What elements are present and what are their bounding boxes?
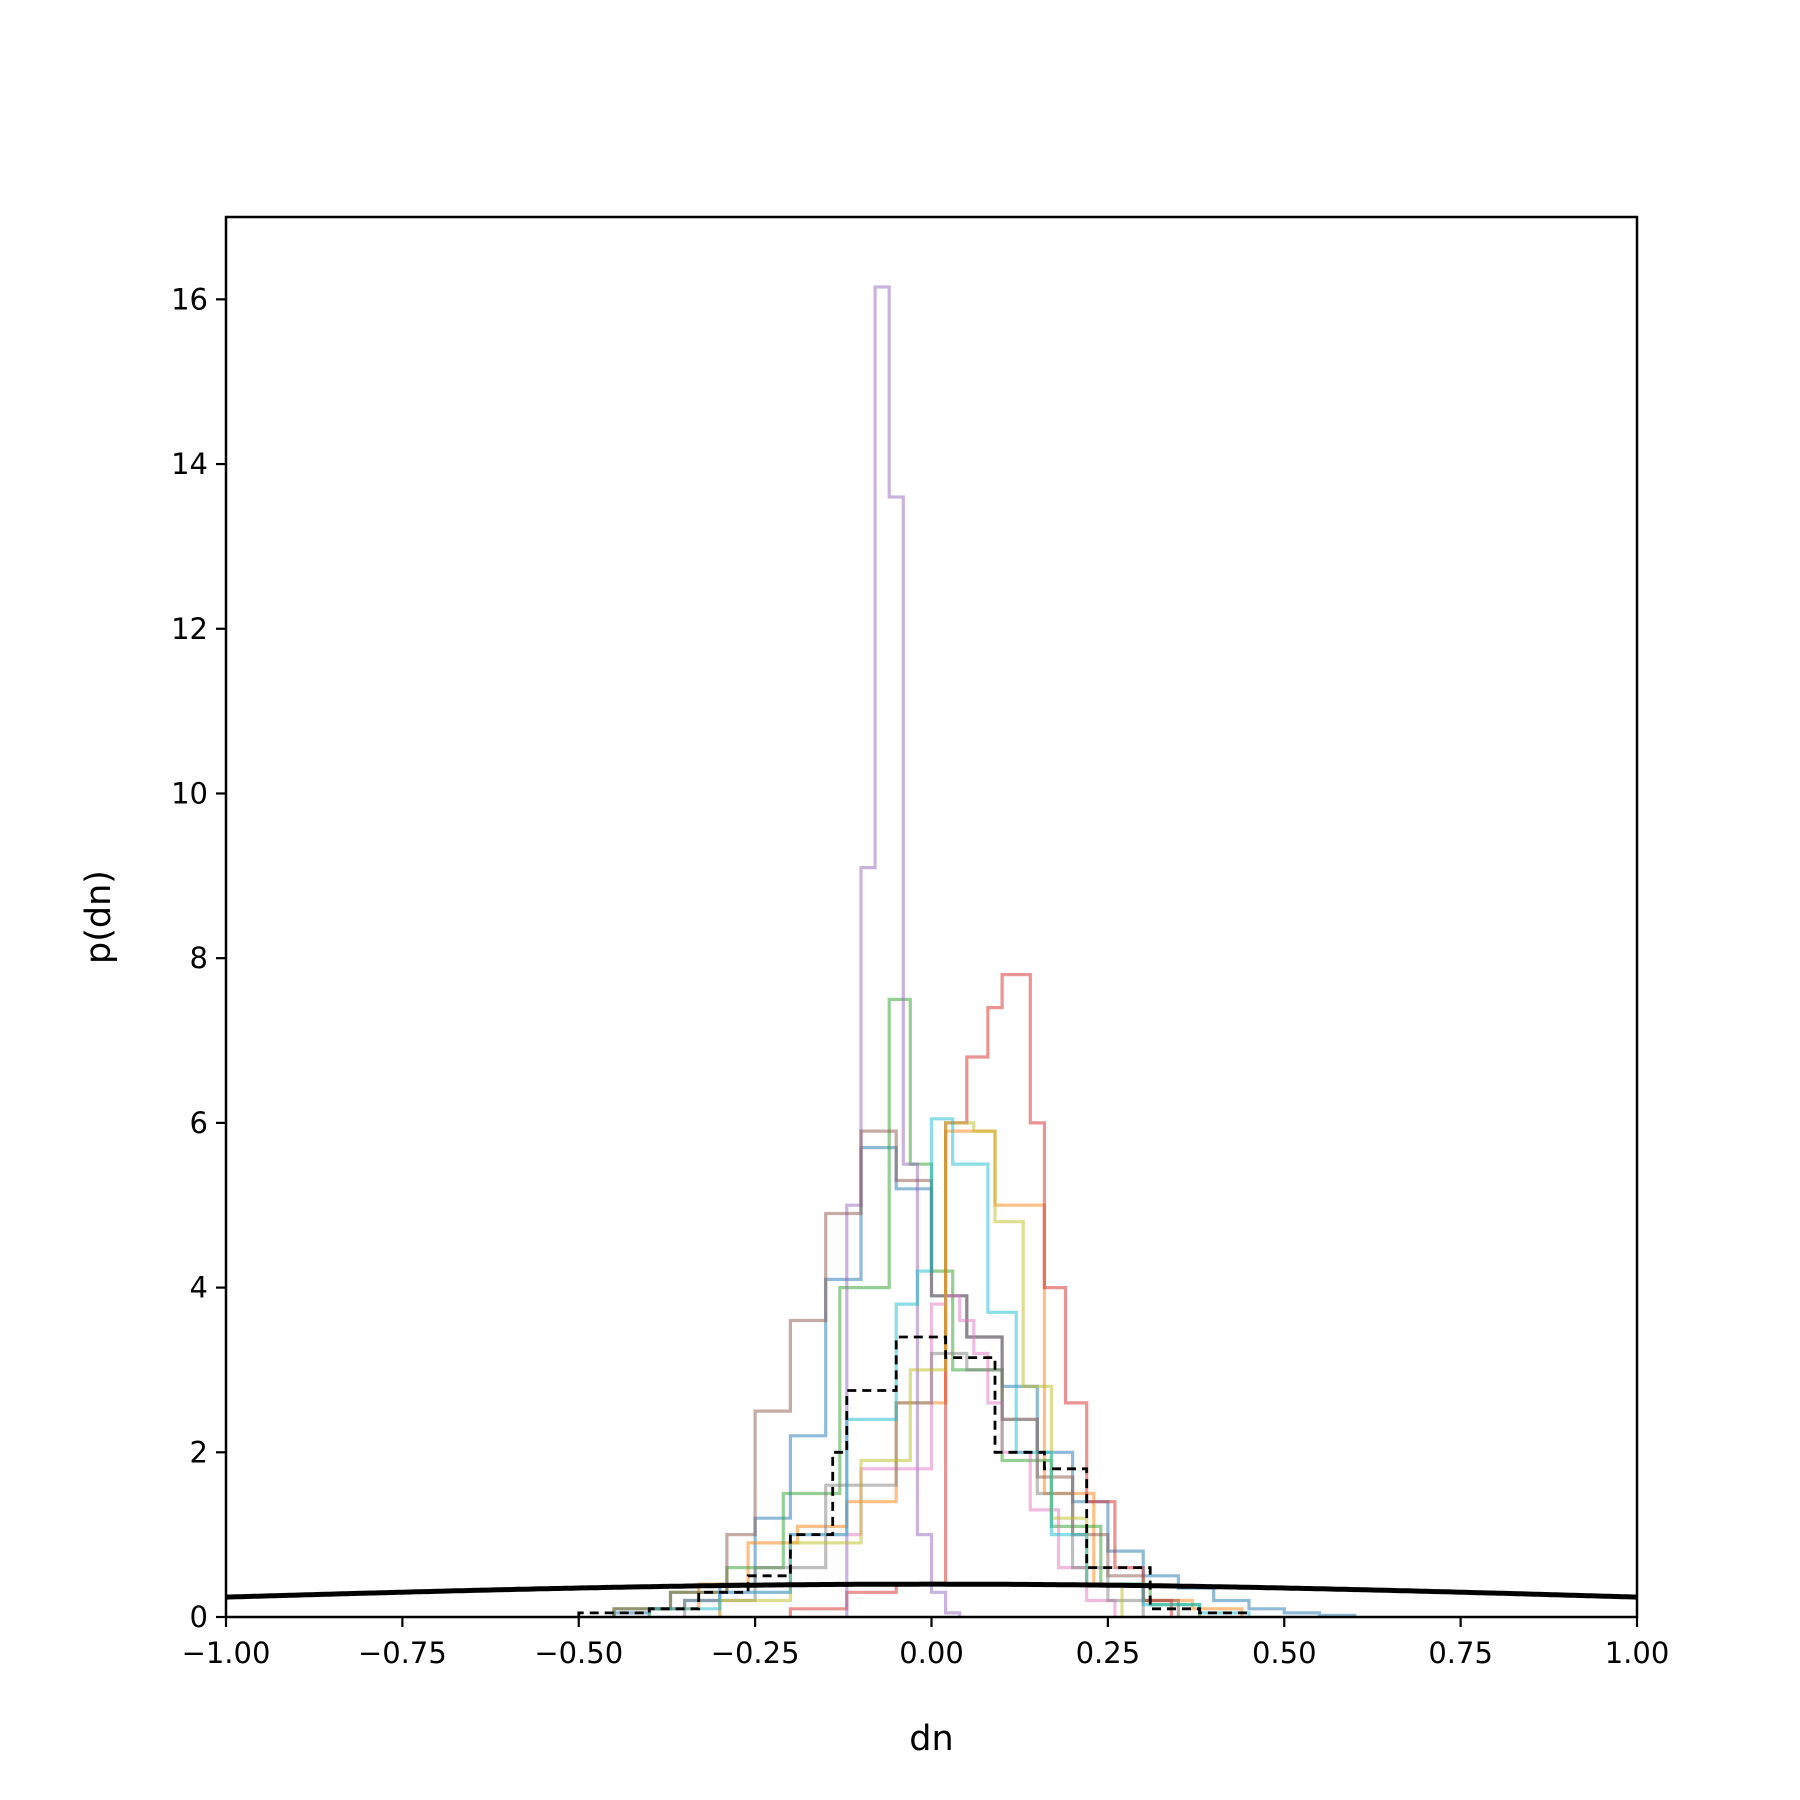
y-axis-label: p(dn) (79, 870, 119, 964)
y-tick-label: 4 (190, 1271, 208, 1305)
hist-series-3 (612, 997, 1202, 1617)
y-tick-label: 16 (171, 282, 208, 316)
y-tick-label: 8 (190, 941, 208, 975)
x-tick-label: −0.50 (534, 1636, 623, 1670)
x-tick-label: 0.00 (899, 1636, 964, 1670)
hist-series-4 (788, 973, 1173, 1617)
x-tick-label: 0.25 (1076, 1636, 1141, 1670)
plot-area (225, 285, 1638, 1617)
x-tick-label: −0.75 (358, 1636, 447, 1670)
x-axis-label: dn (909, 1719, 953, 1759)
x-tick-label: −1.00 (182, 1636, 271, 1670)
hist-series-5 (845, 285, 962, 1617)
y-tick-label: 2 (190, 1435, 208, 1469)
x-tick-label: 0.75 (1428, 1636, 1493, 1670)
y-tick-label: 12 (171, 612, 208, 646)
y-tick-label: 14 (171, 447, 208, 481)
x-tick-label: 1.00 (1605, 1636, 1670, 1670)
x-tick-label: −0.25 (711, 1636, 800, 1670)
reference-normal-curve (225, 1581, 1638, 1600)
hist-series-8 (683, 1351, 1145, 1617)
y-tick-label: 0 (190, 1600, 208, 1634)
hist-series-1 (612, 1146, 1357, 1617)
x-tick-label: 0.50 (1252, 1636, 1317, 1670)
x-axis: −1.00 −0.75 −0.50 −0.25 0.00 0.25 0.50 0.75 1.00 (182, 1617, 1670, 1670)
hist-series-9 (718, 1121, 1124, 1617)
y-axis: 0 2 4 6 8 10 12 14 16 (171, 282, 226, 1634)
y-tick-label: 10 (171, 776, 208, 810)
hist-series-10 (647, 1117, 1251, 1617)
aggregate-histogram (577, 1335, 1251, 1617)
hist-series-6 (612, 1129, 1180, 1617)
y-tick-label: 6 (190, 1106, 208, 1140)
